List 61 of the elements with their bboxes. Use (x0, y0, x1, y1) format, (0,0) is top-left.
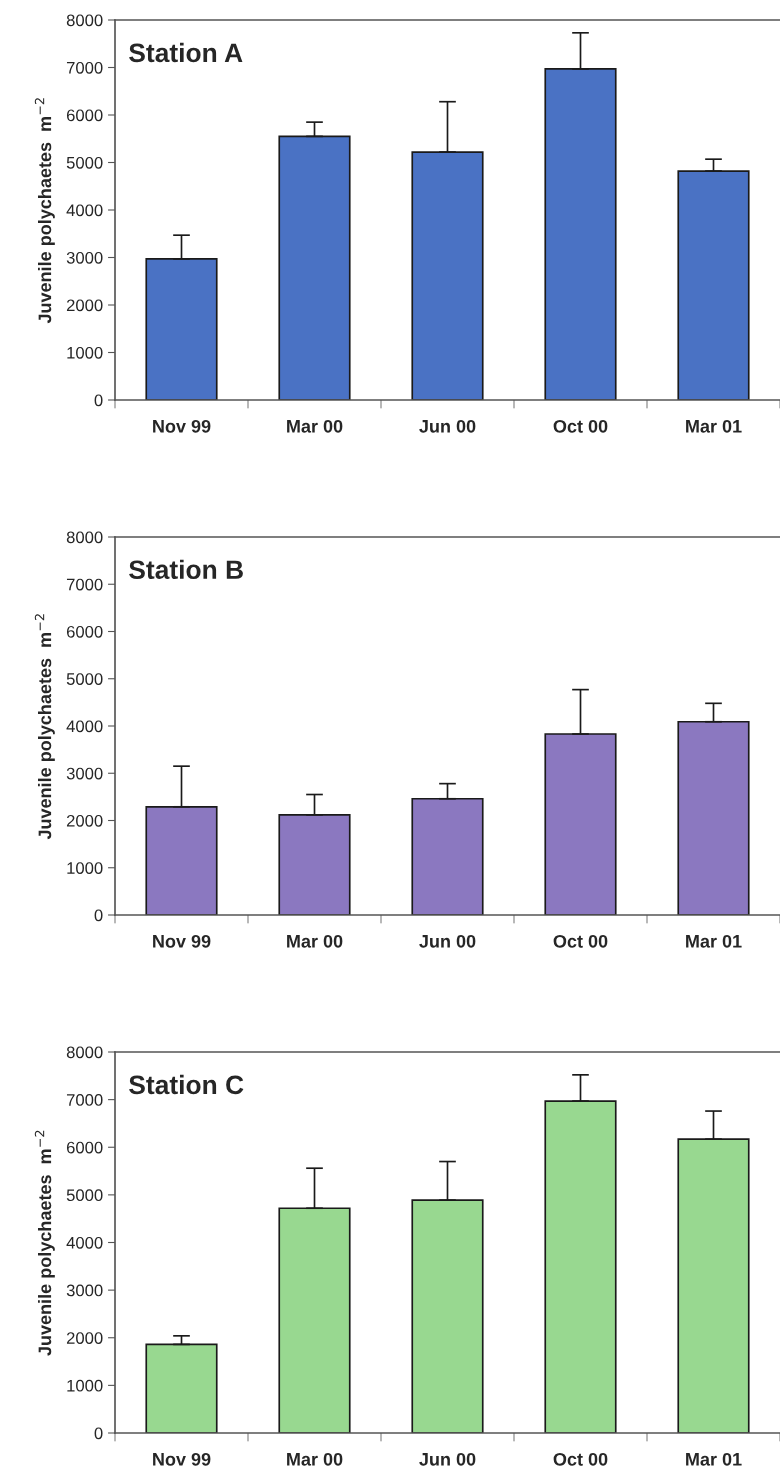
y-tick-label: 1000 (67, 1379, 103, 1392)
x-tick-label: Oct 00 (553, 934, 608, 948)
y-tick-label: 5000 (66, 156, 103, 169)
x-tick-label: Jun 00 (419, 419, 476, 433)
x-tick-label: Mar 00 (287, 934, 343, 948)
x-tick-label: Jun 00 (419, 1452, 476, 1466)
y-tick-label: 2000 (66, 814, 103, 827)
annotation: Station C (129, 1074, 244, 1095)
annotation: Station A (129, 42, 243, 63)
bar (411, 1199, 484, 1433)
x-tick-label: Mar 01 (686, 934, 742, 948)
y-tick-label: 6000 (66, 1141, 103, 1154)
y-axis-title: Juvenile polychaetes m$^{−2}$ (34, 1130, 55, 1356)
y-tick-label: 4000 (66, 204, 103, 217)
y-tick-label: 3000 (66, 1284, 103, 1297)
y-tick-label: 6000 (66, 625, 103, 638)
y-tick-label: 7000 (66, 1094, 103, 1106)
y-tick-label: 0 (94, 1427, 103, 1440)
y-tick-label: 3000 (66, 251, 103, 264)
y-tick-label: 7000 (66, 578, 103, 591)
x-tick-label: Mar 00 (287, 1452, 343, 1466)
bar (544, 733, 617, 915)
bar (145, 258, 218, 400)
x-tick-label: Nov 99 (153, 1452, 211, 1466)
bar (544, 68, 617, 400)
annotation: Station B (129, 559, 243, 580)
y-tick-label: 8000 (66, 14, 103, 27)
y-tick-label: 4000 (66, 720, 103, 733)
y-tick-label: 8000 (66, 531, 103, 544)
y-tick-label: 2000 (66, 299, 103, 312)
y-tick-label: 6000 (66, 109, 103, 122)
bar (145, 805, 218, 915)
y-tick-label: 1000 (67, 346, 103, 359)
bar (411, 797, 484, 915)
bar (411, 151, 484, 400)
x-tick-label: Nov 99 (153, 934, 211, 948)
bar (278, 813, 351, 915)
bar (677, 720, 750, 915)
y-tick-label: 0 (94, 909, 103, 922)
y-tick-label: 5000 (66, 1189, 103, 1202)
y-axis-title: Juvenile polychaetes m$^{−2}$ (34, 614, 55, 840)
bar (544, 1100, 617, 1433)
y-tick-label: 7000 (66, 61, 103, 74)
x-tick-label: Nov 99 (153, 419, 211, 433)
x-tick-label: Jun 00 (419, 934, 476, 948)
x-tick-label: Oct 00 (553, 1452, 608, 1466)
x-tick-label: Mar 01 (686, 419, 742, 433)
y-tick-label: 0 (94, 394, 103, 407)
bar (677, 1138, 750, 1433)
x-tick-label: Mar 00 (287, 419, 343, 433)
x-tick-label: Oct 00 (553, 419, 608, 433)
x-tick-label: Mar 01 (686, 1452, 742, 1466)
y-axis-title: Juvenile polychaetes m$^{−2}$ (34, 98, 55, 324)
bar (677, 170, 750, 400)
y-tick-label: 1000 (67, 862, 103, 874)
y-tick-label: 2000 (66, 1332, 103, 1344)
y-tick-label: 8000 (66, 1046, 103, 1059)
y-tick-label: 3000 (66, 767, 103, 780)
bar (278, 1207, 351, 1433)
y-tick-label: 4000 (66, 1236, 103, 1249)
y-tick-label: 5000 (66, 673, 103, 685)
